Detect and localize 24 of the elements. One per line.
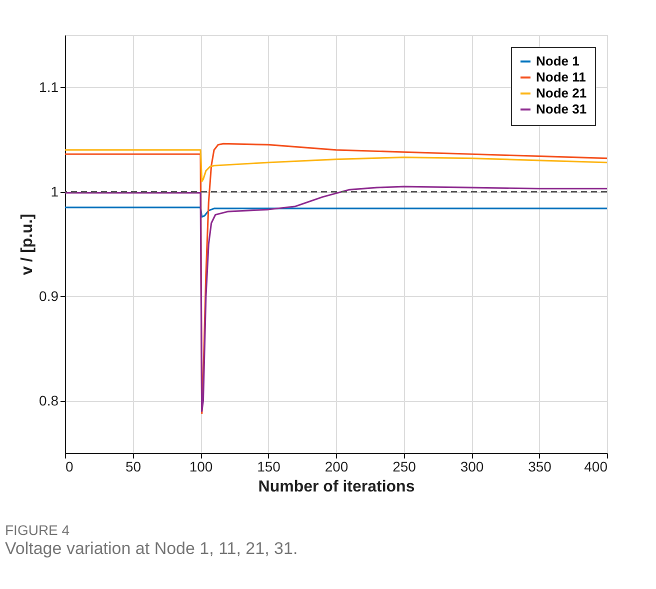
x-tick-label: 350 <box>528 458 552 474</box>
line-series <box>65 186 607 412</box>
x-tick-label: 250 <box>392 458 416 474</box>
x-tick-label: 0 <box>66 458 74 474</box>
x-tick-label: 400 <box>584 458 608 474</box>
x-axis-title: Number of iterations <box>258 478 415 496</box>
x-tick-label: 300 <box>460 458 484 474</box>
legend-label: Node 11 <box>536 70 586 84</box>
legend-label: Node 21 <box>536 86 587 100</box>
text: Voltage variation at Node 1, 11, 21, 31. <box>5 539 298 558</box>
x-tick-label: 200 <box>324 458 348 474</box>
legend-label: Node 31 <box>536 102 587 116</box>
line-series <box>65 206 607 218</box>
y-axis-title: v / [p.u.] <box>19 214 36 276</box>
x-tick-label: 100 <box>189 458 213 474</box>
y-tick-label: 0.9 <box>39 288 59 304</box>
line-series <box>65 149 607 182</box>
y-tick-label: 1 <box>50 183 59 200</box>
y-tick-label: 0.8 <box>39 392 59 408</box>
y-tick-label: 1.1 <box>39 78 59 95</box>
x-tick-label: 150 <box>257 458 281 474</box>
caption: FIGURE 4 <box>5 522 70 538</box>
x-tick-label: 50 <box>125 458 142 474</box>
legend-label: Node 1 <box>536 54 580 68</box>
